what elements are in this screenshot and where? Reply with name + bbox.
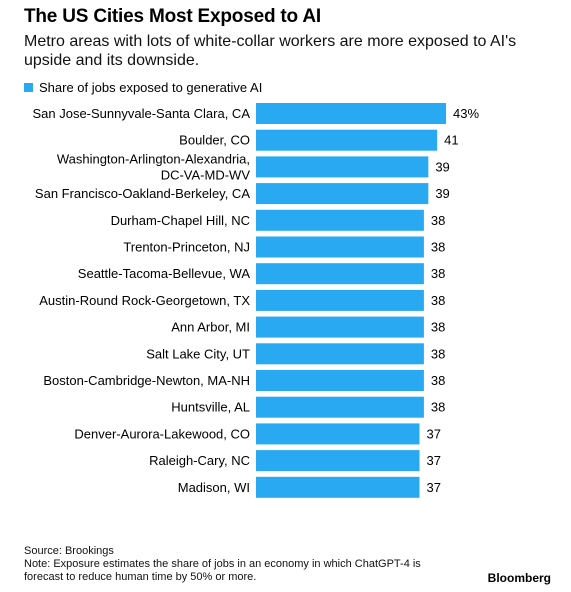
bar [256,156,429,178]
bar [256,129,438,151]
value-label: 37 [426,480,440,495]
bar [256,370,424,391]
category-label: Seattle-Tacoma-Bellevue, WA [78,266,251,281]
value-label: 38 [431,400,445,415]
value-label: 38 [431,320,445,335]
bar [256,263,424,285]
category-label: Washington-Arlington-Alexandria, DC-VA-MD… [57,151,250,182]
category-label: San Francisco-Oakland-Berkeley, CA [35,186,250,201]
source-text: Source: Brookings [24,545,114,557]
bar [256,343,424,365]
value-label: 39 [435,186,449,201]
bar [256,450,420,472]
category-label: Trenton-Princeton, NJ [123,240,250,255]
legend: Share of jobs exposed to generative AI [24,80,262,95]
legend-swatch [24,83,33,92]
footer: Source: Brookings Note: Exposure estimat… [24,545,454,584]
note-text: Note: Exposure estimates the share of jo… [24,558,421,583]
category-label: Huntsville, AL [171,400,250,415]
value-label: 38 [431,373,445,388]
category-label: Madison, WI [178,480,250,495]
bar [256,289,424,311]
category-label: Durham-Chapel Hill, NC [111,213,250,228]
bar [256,236,424,258]
category-label: Raleigh-Cary, NC [149,453,250,468]
category-label: San Jose-Sunnyvale-Santa Clara, CA [32,106,250,121]
bar [256,209,424,231]
chart-subtitle: Metro areas with lots of white-collar wo… [24,33,517,69]
value-label: 38 [431,293,445,308]
value-label: 38 [431,346,445,361]
bar [256,476,420,498]
value-label: 43% [453,106,479,121]
bar [256,183,429,205]
bar [256,103,446,124]
chart-title: The US Cities Most Exposed to AI [24,6,321,27]
value-label: 37 [426,453,440,468]
value-label: 38 [431,240,445,255]
category-label: Boulder, CO [179,133,250,148]
value-label: 41 [444,133,458,148]
value-label: 38 [431,213,445,228]
value-label: 37 [426,426,440,441]
category-label: Ann Arbor, MI [171,320,250,335]
value-label: 38 [431,266,445,281]
bar-chart: San Jose-Sunnyvale-Santa Clara, CA 43% Bou… [32,103,479,498]
category-label: Boston-Cambridge-Newton, MA-NH [43,373,250,388]
category-label: Denver-Aurora-Lakewood, CO [74,426,250,441]
bar [256,396,424,418]
category-label: Salt Lake City, UT [146,346,250,361]
legend-label: Share of jobs exposed to generative AI [39,80,263,95]
value-label: 39 [435,159,449,174]
bar [256,316,424,338]
bar [256,423,420,445]
category-label: Austin-Round Rock-Georgetown, TX [39,293,250,308]
brand-logo: Bloomberg [487,571,551,585]
